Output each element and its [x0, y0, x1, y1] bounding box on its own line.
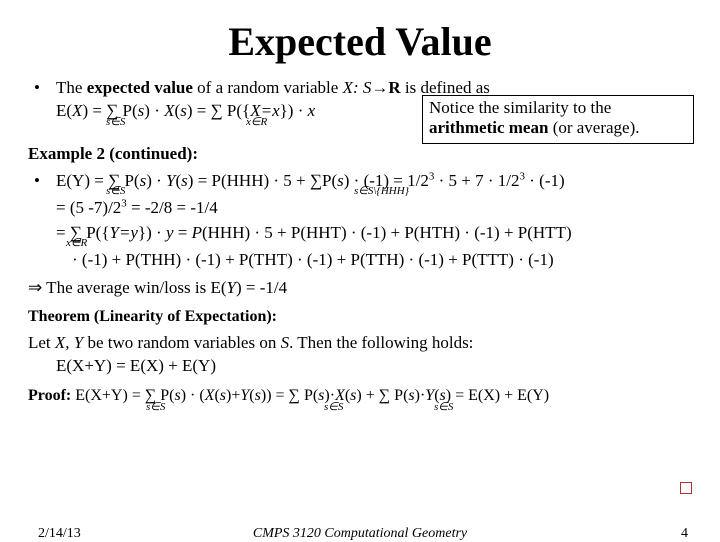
t: . Then the following holds: — [289, 333, 473, 352]
t: X, Y — [55, 333, 83, 352]
t: arithmetic mean — [429, 118, 548, 137]
t: ) · ( — [181, 387, 205, 404]
sum-sub: s∈S — [146, 401, 165, 415]
t: E( — [56, 101, 72, 120]
t: ) = E(X) + E(Y) — [446, 387, 549, 404]
slide: Expected Value The expected value of a r… — [0, 0, 720, 540]
theorem-line-1: Let X, Y be two random variables on S. T… — [28, 332, 692, 353]
t: = -2/8 = -1/4 — [127, 198, 218, 217]
t: S — [281, 333, 290, 352]
t: X: S→ — [343, 78, 389, 97]
t: x — [308, 101, 316, 120]
t: ) · — [144, 101, 164, 120]
t: X — [164, 101, 174, 120]
sum-sub: s∈S — [324, 401, 343, 415]
t: s — [181, 171, 188, 190]
t: Notice the similarity to the — [429, 98, 611, 117]
t: y — [166, 223, 174, 242]
ey-line-4: · (-1) + P(THH) · (-1) + P(THT) · (-1) +… — [28, 249, 692, 270]
t: · 5 + 7 · 1/2 — [434, 171, 519, 190]
t: of a random variable — [193, 78, 343, 97]
t: = (5 -7)/2 — [56, 198, 121, 217]
proof-label: Proof: — [28, 387, 75, 404]
ey-line-2: = (5 -7)/23 = -2/8 = -1/4 — [28, 197, 692, 218]
theorem-header: Theorem (Linearity of Expectation): — [28, 308, 692, 326]
sum-sub: s∈S — [434, 401, 453, 415]
t: ) = ∑ P({ — [187, 101, 250, 120]
t: )) = ∑ P( — [261, 387, 318, 404]
t: (or average). — [548, 118, 639, 137]
t: expected value — [87, 78, 193, 97]
t: · (-1) — [525, 171, 565, 190]
t: Y — [240, 387, 249, 404]
callout-box: Notice the similarity to the arithmetic … — [422, 95, 694, 144]
t: E(Y) = ∑ P( — [56, 171, 140, 190]
t: Y — [227, 278, 236, 297]
t: P — [192, 223, 202, 242]
ey-line-3: = ∑ P({Y=y}) · y = P(HHH) · 5 + P(HHT) ·… — [28, 222, 692, 243]
t: X — [205, 387, 215, 404]
page-title: Expected Value — [28, 18, 692, 65]
t: (HHH) · 5 + P(HHT) · (-1) + P(HTH) · (-1… — [202, 223, 572, 242]
sum-sub: s∈S — [106, 116, 125, 130]
t: ) = P(HHH) · 5 + ∑P( — [188, 171, 337, 190]
ey-line-1: E(Y) = ∑ P(s) · Y(s) = P(HHH) · 5 + ∑P(s… — [28, 170, 692, 191]
t: X — [72, 101, 82, 120]
conclusion: ⇒ The average win/loss is E(Y) = -1/4 — [28, 277, 692, 298]
proof-line: Proof: E(X+Y) = ∑ P(s) · (X(s)+Y(s)) = ∑… — [28, 386, 692, 406]
t: )+ — [226, 387, 240, 404]
sum-sub: x∈R — [246, 116, 267, 130]
t: ) + ∑ P( — [356, 387, 408, 404]
t: R — [388, 78, 400, 97]
t: be two random variables on — [83, 333, 280, 352]
t: = — [174, 223, 192, 242]
t: Y — [425, 387, 434, 404]
t: s — [337, 171, 344, 190]
t: }) · — [138, 223, 166, 242]
example-header: Example 2 (continued): — [28, 144, 692, 164]
qed-box — [680, 482, 692, 494]
t: Let — [28, 333, 55, 352]
t: ) = -1/4 — [236, 278, 287, 297]
t: s — [180, 101, 187, 120]
t: }) · — [280, 101, 308, 120]
t: )· — [415, 387, 426, 404]
t: ) · — [146, 171, 166, 190]
theorem-line-2: E(X+Y) = E(X) + E(Y) — [28, 355, 692, 376]
t: Y=y — [109, 223, 137, 242]
t: ⇒ The average win/loss is E( — [28, 278, 227, 297]
t: The — [56, 78, 87, 97]
